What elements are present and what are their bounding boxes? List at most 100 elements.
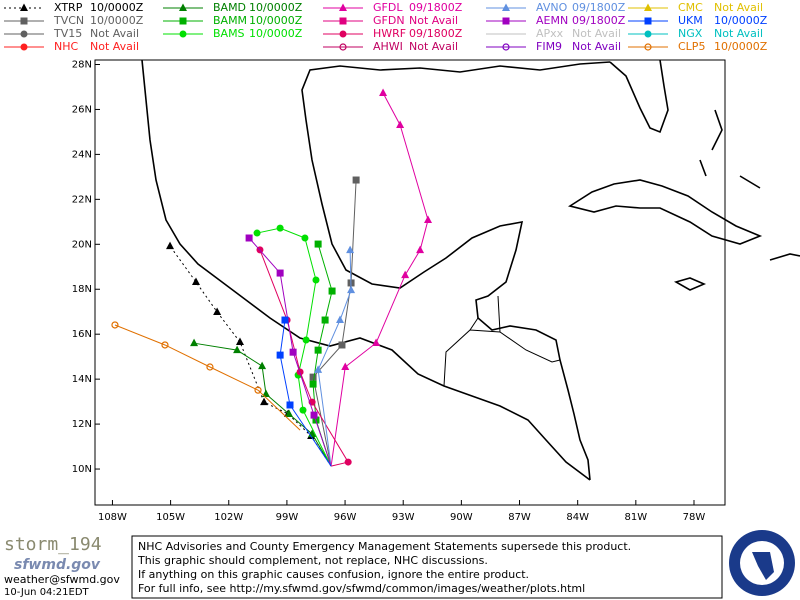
legend-status: Not Avail (90, 40, 139, 53)
legend-status: Not Avail (409, 40, 458, 53)
marker (644, 3, 652, 11)
legend-name: AVNO (536, 1, 568, 14)
marker (416, 245, 425, 254)
legend-name: GFDL (373, 1, 403, 14)
marker (379, 88, 388, 97)
x-tick-label: 93W (392, 512, 415, 523)
legend-name: FIM9 (536, 40, 562, 53)
map-frame (94, 59, 726, 506)
x-tick-label: 81W (625, 512, 648, 523)
legend-name: BAMM (213, 14, 247, 27)
y-tick-label: 12N (72, 419, 92, 430)
x-tick-label: 84W (566, 512, 589, 523)
marker (161, 341, 169, 349)
x-tick-label: 99W (276, 512, 299, 523)
legend-name: NHC (54, 40, 79, 53)
marker (276, 351, 284, 359)
track (330, 92, 429, 467)
legend-name: APxx (536, 27, 564, 40)
marker (191, 277, 200, 286)
legend-name: UKM (678, 14, 703, 27)
marker (344, 458, 352, 466)
legend-name: TV15 (53, 27, 82, 40)
marker (321, 316, 329, 324)
marker (206, 363, 214, 371)
y-tick-label: 28N (72, 59, 92, 70)
legend-name: CLP5 (678, 40, 705, 53)
marker (336, 315, 345, 324)
legend-entry: AHWI Not Avail (323, 40, 458, 53)
legend-entry: BAMD 10/0000Z (163, 1, 303, 14)
legend-entry: BAMM 10/0000Z (163, 14, 303, 27)
marker (190, 338, 199, 347)
legend-status: Not Avail (90, 27, 139, 40)
marker (179, 3, 187, 11)
legend-status: Not Avail (409, 14, 458, 27)
legend-name: AHWI (373, 40, 403, 53)
legend-entry: HWRF 09/1800Z (323, 27, 463, 40)
seal-icon (752, 552, 774, 580)
y-tick-label: 22N (72, 194, 92, 205)
marker (339, 30, 347, 38)
marker (338, 341, 346, 349)
legend-status: Not Avail (714, 27, 763, 40)
storm-id: storm_194 (4, 534, 102, 555)
site-logo: sfwmd.gov (14, 557, 101, 573)
marker (20, 30, 28, 38)
marker (396, 120, 405, 128)
track (169, 245, 332, 467)
legend-name: BAMD (213, 1, 246, 14)
marker (314, 240, 322, 248)
marker (314, 346, 322, 354)
marker (302, 336, 310, 344)
marker (166, 241, 175, 250)
marker (20, 17, 28, 25)
legend-name: GFDN (373, 14, 405, 27)
notice-line: For full info, see http://my.sfwmd.gov/s… (138, 582, 585, 595)
legend-name: XTRP (54, 1, 83, 14)
legend-entry: AVNO 09/1800Z (486, 1, 626, 14)
marker (502, 43, 510, 51)
legend-name: TVCN (53, 14, 84, 27)
timestamp: 10-Jun 04:21EDT (4, 587, 90, 598)
legend-entry: TVCN 10/0000Z (4, 14, 144, 27)
y-tick-label: 18N (72, 284, 92, 295)
marker (258, 361, 267, 370)
y-tick-label: 16N (72, 329, 92, 340)
marker (352, 176, 360, 184)
x-tick-label: 87W (508, 512, 531, 523)
marker (233, 345, 242, 354)
y-tick-label: 24N (72, 149, 92, 160)
legend-entry: XTRP 10/0000Z (4, 1, 144, 14)
marker (253, 229, 261, 237)
x-tick-label: 105W (156, 512, 185, 523)
marker (261, 389, 270, 397)
y-tick-label: 10N (72, 464, 92, 475)
y-tick-label: 20N (72, 239, 92, 250)
legend-name: NGX (678, 27, 703, 40)
legend-entry: NHC Not Avail (4, 40, 139, 53)
legend-status: 09/1800Z (572, 14, 626, 27)
marker (310, 411, 318, 419)
email: weather@sfwmd.gov (4, 573, 120, 586)
legend-status: 09/1800Z (409, 1, 463, 14)
x-tick-label: 102W (214, 512, 243, 523)
legend-name: BAMS (213, 27, 245, 40)
marker (289, 348, 297, 356)
y-tick-label: 26N (72, 104, 92, 115)
marker (281, 316, 289, 324)
x-tick-label: 108W (98, 512, 127, 523)
legend-status: 10/0000Z (249, 14, 303, 27)
marker (309, 380, 317, 388)
x-tick-label: 90W (450, 512, 473, 523)
legend-status: 09/1800Z (409, 27, 463, 40)
marker (299, 406, 307, 414)
legend-status: 10/0000Z (249, 27, 303, 40)
legend-entry: AEMN 09/1800Z (486, 14, 626, 27)
legend-status: 10/0000Z (714, 40, 768, 53)
legend-status: 10/0000Z (249, 1, 303, 14)
marker (339, 3, 347, 11)
marker (644, 43, 652, 51)
marker (401, 270, 410, 279)
borders (443, 295, 561, 387)
